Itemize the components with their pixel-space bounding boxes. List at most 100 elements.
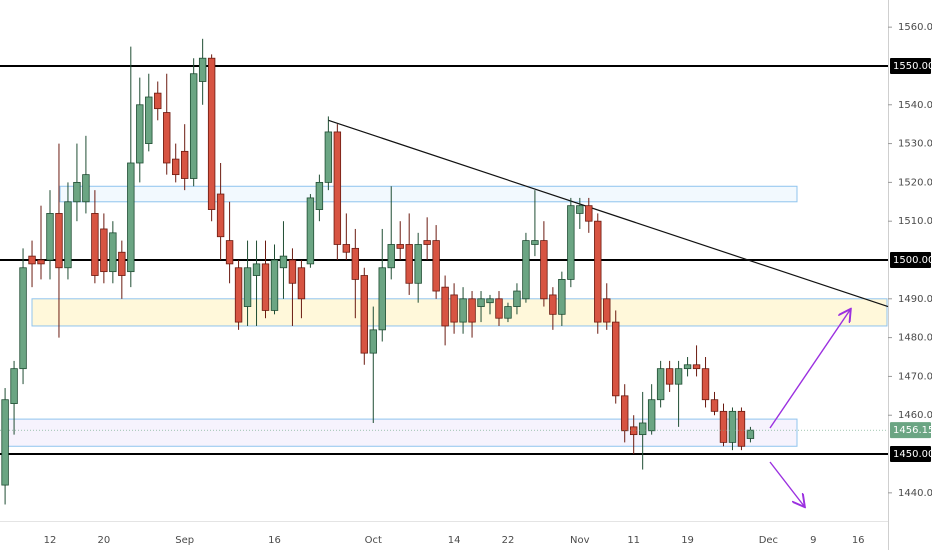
candle-body [405,244,413,284]
candle-body [576,205,584,214]
up-arrow [769,310,850,429]
candle-body [656,368,665,401]
candle-body [441,286,449,327]
candle-body [145,96,153,144]
trendline [328,119,889,308]
x-tick-label: 20 [98,535,111,546]
candle-body [459,298,467,323]
y-tick-label: 1490.00 [898,294,932,305]
candle-body [306,197,315,265]
candle-body [55,213,63,269]
candle-body [1,399,9,486]
candle-body [674,368,683,385]
candle-body [638,422,647,436]
candle-body [432,240,440,292]
candle-body [486,298,494,304]
candle-body [37,259,45,265]
candle-body [495,298,503,319]
candle-body [351,247,360,280]
y-tick-label: 1520.00 [898,177,932,188]
candle-body [127,162,135,273]
level-label-box [890,446,931,463]
level-label: 1450.00 [893,449,932,460]
candle-body [10,368,18,404]
candle-body [270,259,279,311]
plot-area [0,38,889,505]
level-label: 1500.00 [893,255,932,266]
candle-body [585,205,593,222]
candle-body [315,181,324,210]
candle-body [647,399,656,432]
candle-body [701,368,710,401]
x-tick-label: 19 [681,535,694,546]
candle-body [297,267,306,300]
y-tick-label: 1470.00 [898,371,932,382]
y-tick-label: 1460.00 [898,410,932,421]
candle-body [234,267,243,323]
x-tick-label: 11 [627,535,640,546]
candle-body [82,174,90,203]
candle-body [73,181,81,203]
candle-body [324,131,333,183]
candle-body [558,279,566,315]
candle-body [378,267,386,331]
candle-body [136,104,144,164]
x-tick-label: Nov [570,535,590,546]
level-label: 1550.00 [893,61,932,72]
candle-body [683,364,692,370]
candle-body [28,255,36,265]
candle-body [189,73,198,179]
down-arrow [769,461,804,506]
candle-body [612,321,620,397]
x-tick-label: 14 [448,535,461,546]
level-label-box [890,252,931,268]
candle-body [207,57,216,210]
candle-body [477,298,485,307]
candle-body [710,399,719,412]
candle-body [629,426,638,436]
candle-body [118,251,126,276]
candle-body [567,205,575,280]
y-tick-label: 1480.00 [898,333,932,344]
candle-body [594,220,602,323]
y-tick-label: 1540.00 [898,100,932,111]
candle-body [504,306,512,319]
candle-body [603,298,611,323]
x-tick-label: Sep [175,535,194,546]
candle-body [198,57,207,82]
y-tick-label: 1560.00 [898,22,932,33]
candle-body [369,329,377,354]
candle-body [46,213,54,261]
candle-body [19,267,27,370]
y-tick-label: 1440.00 [898,488,932,499]
candle-body [342,244,351,253]
candle-body [737,410,746,447]
candle-body [522,240,530,300]
candle-body [163,112,171,164]
candle-body [746,429,755,439]
candle-body [665,368,674,385]
x-tick-label: Dec [759,535,778,546]
candle-body [692,364,701,370]
candle-body [414,244,422,284]
x-tick-label: 12 [44,535,57,546]
candle-body [360,275,368,354]
candle-body [531,240,539,245]
candle-body [728,410,737,443]
x-tick-label: 9 [810,535,816,546]
candle-body [216,193,225,238]
candle-body [91,213,99,276]
candle-body [225,240,234,265]
zone [4,418,798,447]
x-tick-label: 22 [502,535,515,546]
candle-body [396,244,404,249]
candle-body [100,228,108,273]
last-price-box [890,422,931,439]
x-tick-label: 16 [268,535,281,546]
candle-body [468,298,476,323]
candle-body [252,263,261,276]
candle-body [172,158,180,176]
